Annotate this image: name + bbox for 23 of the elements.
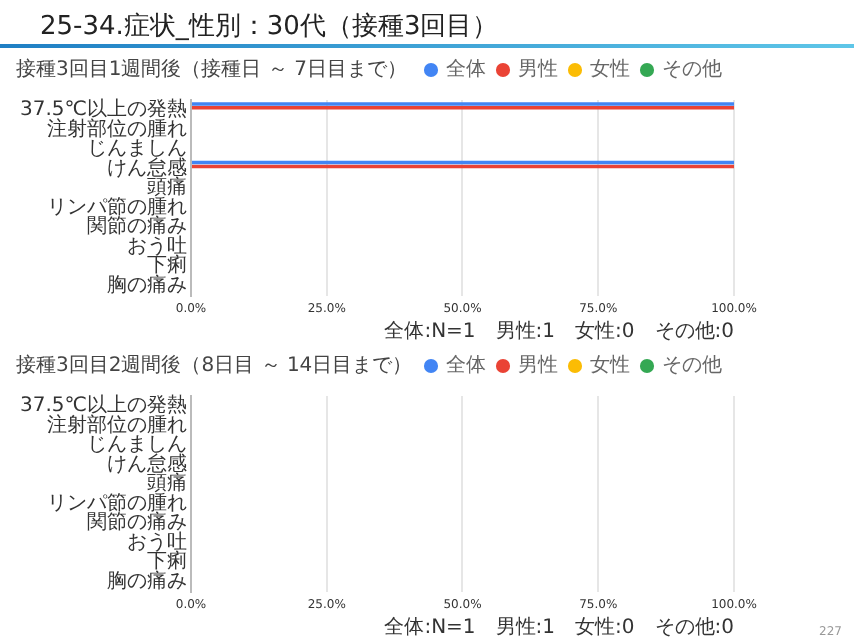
legend-label: 全体 [446,353,486,378]
chart-title: 25-34.症状_性別：30代（接種3回目） [40,10,499,44]
y-tick-label: リンパ節の腫れ [46,490,187,515]
y-tick-label: 注射部位の腫れ [46,412,187,437]
y-tick-label: 37.5℃以上の発熱 [19,96,187,121]
y-tick-label: 胸の痛み [106,273,187,298]
y-tick-label: 注射部位の腫れ [46,116,187,141]
chart-subtitle: 接種3回目1週間後（接種日 ～ 7日目まで） [16,57,407,82]
y-tick-label: リンパ節の腫れ [46,194,187,219]
legend-label: その他 [662,57,722,82]
chart-subtitle: 接種3回目2週間後（8日目 ～ 14日目まで） [16,353,413,378]
text: 全体:N=1 男性:1 女性:0 その他:0 [384,319,734,344]
legend-label: 全体 [446,57,486,82]
legend-label: 男性 [518,353,558,378]
legend-label: 女性 [590,353,630,378]
legend-label: その他 [662,353,722,378]
y-tick-label: 胸の痛み [106,569,187,594]
text: 全体:N=1 男性:1 女性:0 その他:0 [384,615,734,640]
y-tick-label: 37.5℃以上の発熱 [19,392,187,417]
legend-label: 男性 [518,57,558,82]
y-tick-label: 頭痛 [146,471,187,496]
y-tick-label: 頭痛 [146,175,187,200]
legend-label: 女性 [590,57,630,82]
